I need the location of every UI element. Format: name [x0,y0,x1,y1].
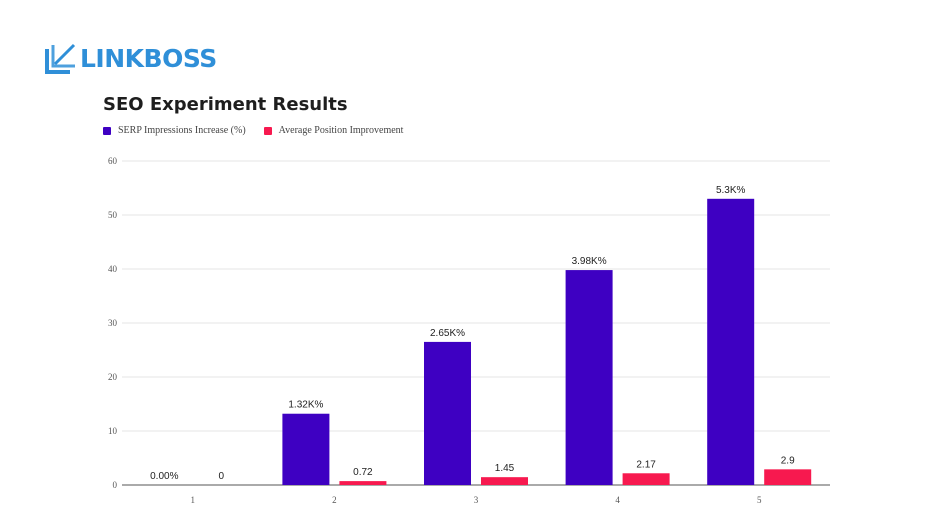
y-tick-label: 50 [108,210,118,220]
bar-impressions [424,341,471,485]
x-tick-label: 5 [757,495,762,505]
data-label-position: 0.72 [353,467,373,478]
data-label-impressions: 3.98K% [572,256,607,267]
data-label-position: 0 [219,471,225,482]
legend-swatch-impressions [103,126,111,135]
data-label-impressions: 1.32K% [288,400,323,411]
legend-label-position: Average Position Improvement [278,125,404,136]
data-label-position: 1.45 [495,463,515,474]
data-label-impressions: 2.65K% [430,328,465,339]
legend-swatch-position [263,126,272,135]
x-tick-label: 2 [332,495,337,505]
bar-position [481,477,528,485]
y-tick-label: 10 [108,426,118,436]
legend-item-impressions: SERP Impressions Increase (%) [103,125,246,136]
data-label-position: 2.9 [781,455,795,466]
bar-impressions [282,413,330,485]
data-label-position: 2.17 [636,459,656,470]
chart-legend: SERP Impressions Increase (%) Average Po… [103,125,421,136]
x-tick-label: 1 [191,495,196,505]
bar-impressions [707,198,755,486]
bar-impressions [565,270,613,485]
linkboss-logo-icon [45,43,76,74]
x-tick-label: 4 [615,495,620,505]
y-tick-label: 60 [108,156,118,166]
bar-position [339,481,387,485]
legend-label-impressions: SERP Impressions Increase (%) [118,125,246,136]
x-tick-label: 3 [474,495,479,505]
chart-title: SEO Experiment Results [103,94,348,115]
legend-item-position: Average Position Improvement [263,125,404,136]
brand-name: LINKBOSS [80,43,217,73]
y-tick-label: 0 [113,480,118,490]
bar-position [764,469,812,485]
y-tick-label: 30 [108,318,118,328]
data-label-impressions: 5.3K% [716,185,746,196]
bar-position [622,473,670,485]
data-label-impressions: 0.00% [150,471,178,482]
y-tick-label: 20 [108,372,118,382]
brand-logo: LINKBOSS [44,40,217,76]
y-tick-label: 40 [108,264,118,274]
